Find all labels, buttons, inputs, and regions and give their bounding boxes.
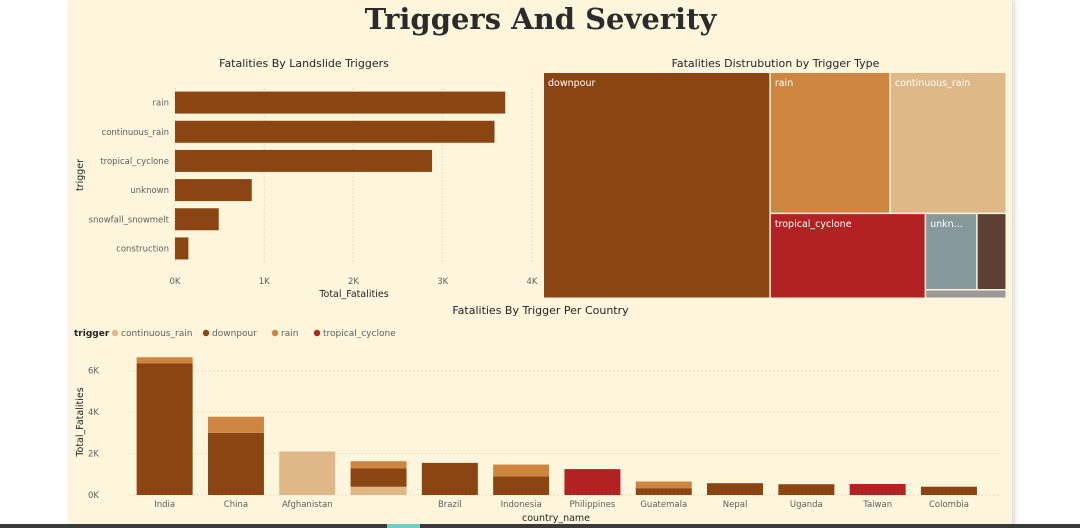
stacked-chart-bar-segment[interactable]	[635, 481, 692, 489]
stacked-chart-x-tick-label: Brazil	[438, 500, 462, 510]
report-canvas: Triggers And Severity Fatalities By Land…	[69, 0, 1012, 528]
bar-chart-bar[interactable]	[175, 91, 506, 114]
stacked-chart-x-tick-label: Afghanistan	[282, 500, 333, 510]
stacked-chart-bar-segment[interactable]	[564, 469, 621, 495]
legend-entry-label[interactable]: continuous_rain	[121, 329, 192, 339]
stacked-chart-bar-segment[interactable]	[350, 486, 407, 495]
stacked-chart-bar-segment[interactable]	[421, 462, 478, 495]
legend-entry-label[interactable]: downpour	[212, 329, 257, 339]
stacked-chart-x-tick-label: Indonesia	[501, 500, 542, 510]
legend-swatch	[202, 329, 210, 337]
stacked-chart-bar-segment[interactable]	[279, 451, 336, 496]
bar-chart-x-tick-label: 3K	[437, 277, 448, 287]
legend-swatch	[313, 329, 321, 337]
stacked-chart-bar-segment[interactable]	[849, 484, 906, 495]
bar-chart-y-tick-label: unknown	[130, 186, 169, 196]
legend-entry-label[interactable]: tropical_cyclone	[323, 329, 396, 339]
stacked-bar-chart[interactable]: 0K 2K 4K 6K India China Afghanistan Brazil Indon…	[74, 329, 999, 524]
stacked-chart-y-tick-label: 6K	[88, 367, 99, 377]
stacked-chart-x-tick-label: Taiwan	[862, 500, 892, 510]
stacked-chart-bar-segment[interactable]	[136, 357, 193, 364]
treemap-tile[interactable]	[770, 73, 890, 213]
stacked-chart-bar-segment[interactable]	[920, 486, 977, 495]
bar-chart-y-tick-label: rain	[153, 99, 169, 109]
stacked-chart-x-tick-label: Uganda	[790, 500, 823, 510]
treemap-tile-label: rain	[775, 78, 793, 89]
treemap-tile-label: continuous_rain	[895, 78, 970, 89]
bar-chart-x-tick-label: 2K	[348, 277, 359, 287]
bar-chart-y-tick-label: construction	[116, 244, 169, 254]
bar-chart-y-tick-label: tropical_cyclone	[100, 157, 169, 167]
treemap-tile[interactable]	[890, 73, 1006, 213]
treemap-tile[interactable]	[977, 214, 1006, 290]
stacked-chart-bar-segment[interactable]	[136, 363, 193, 495]
stacked-chart-legend: trigger continuous_rain downpour rain tropic…	[74, 329, 396, 339]
treemap-tile[interactable]	[544, 73, 770, 298]
bar-chart-x-tick-label: 4K	[527, 277, 538, 287]
stacked-chart-x-tick-label: Colombia	[929, 500, 969, 510]
bar-chart-bar[interactable]	[175, 179, 252, 202]
stacked-chart-bar-segment[interactable]	[350, 468, 407, 487]
treemap-chart[interactable]: downpour rain continuous_rain tropical_cycl…	[544, 73, 1006, 298]
stacked-chart-y-axis-label: Total_Fatalities	[75, 387, 86, 457]
legend-swatch	[271, 329, 279, 337]
stacked-chart-bar-segment[interactable]	[778, 484, 835, 495]
bar-chart-bar[interactable]	[175, 208, 219, 231]
treemap-tile[interactable]	[926, 214, 977, 290]
page-title: Triggers And Severity	[364, 2, 717, 36]
bar-chart-bar[interactable]	[175, 120, 495, 143]
stacked-chart-bar-segment[interactable]	[635, 488, 692, 495]
bar-chart-bar[interactable]	[175, 149, 433, 172]
stacked-chart-x-tick-label: India	[154, 500, 175, 510]
bottom-strip-marker	[387, 524, 420, 528]
stacked-chart-x-tick-label: Philippines	[570, 500, 616, 510]
treemap-tile-label: unkn...	[930, 219, 963, 230]
stacked-chart-x-tick-label: China	[224, 500, 248, 510]
bar-chart-y-tick-label: snowfall_snowmelt	[89, 215, 170, 225]
stacked-chart-bar-segment[interactable]	[493, 476, 550, 495]
stacked-chart-x-axis-label: country_name	[522, 513, 590, 524]
stacked-chart-x-tick-label: Nepal	[723, 500, 748, 510]
bar-chart-x-tick-label: 1K	[259, 277, 270, 287]
bar-chart-title: Fatalities By Landslide Triggers	[219, 57, 389, 70]
treemap-tile[interactable]	[926, 290, 1006, 298]
treemap-title: Fatalities Distrubution by Trigger Type	[671, 57, 880, 70]
stacked-chart-y-tick-label: 4K	[88, 408, 99, 418]
visuals-layer: 0K 1K 2K 3K 4K rain continuous_rain tropical_cy…	[74, 73, 1006, 524]
bar-chart-y-tick-label: continuous_rain	[102, 128, 169, 138]
legend-entry-label[interactable]: rain	[281, 329, 298, 339]
stacked-chart-bar-segment[interactable]	[350, 461, 407, 469]
stacked-chart-bar-segment[interactable]	[207, 416, 264, 433]
stacked-chart-bar-segment[interactable]	[207, 432, 264, 495]
bar-chart[interactable]: 0K 1K 2K 3K 4K rain continuous_rain tropical_cy…	[75, 88, 538, 300]
legend-swatch	[111, 329, 119, 337]
bar-chart-x-axis-label: Total_Fatalities	[318, 289, 388, 300]
treemap-tile-label: downpour	[548, 78, 595, 89]
stacked-chart-y-tick-label: 2K	[88, 450, 99, 460]
stacked-chart-bar-segment[interactable]	[493, 464, 550, 477]
bottom-strip	[0, 524, 1080, 528]
stacked-chart-title: Fatalities By Trigger Per Country	[452, 304, 629, 317]
bar-chart-bar[interactable]	[175, 237, 189, 260]
treemap-tile-label: tropical_cyclone	[775, 219, 852, 230]
bar-chart-x-tick-label: 0K	[170, 277, 181, 287]
stacked-chart-bar-segment[interactable]	[707, 483, 764, 495]
bar-chart-y-axis-label: trigger	[75, 159, 86, 191]
stacked-chart-x-tick-label: Guatemala	[640, 500, 687, 510]
legend-title: trigger	[74, 329, 110, 339]
stacked-chart-y-tick-label: 0K	[88, 491, 99, 501]
treemap-tile[interactable]	[770, 214, 925, 298]
